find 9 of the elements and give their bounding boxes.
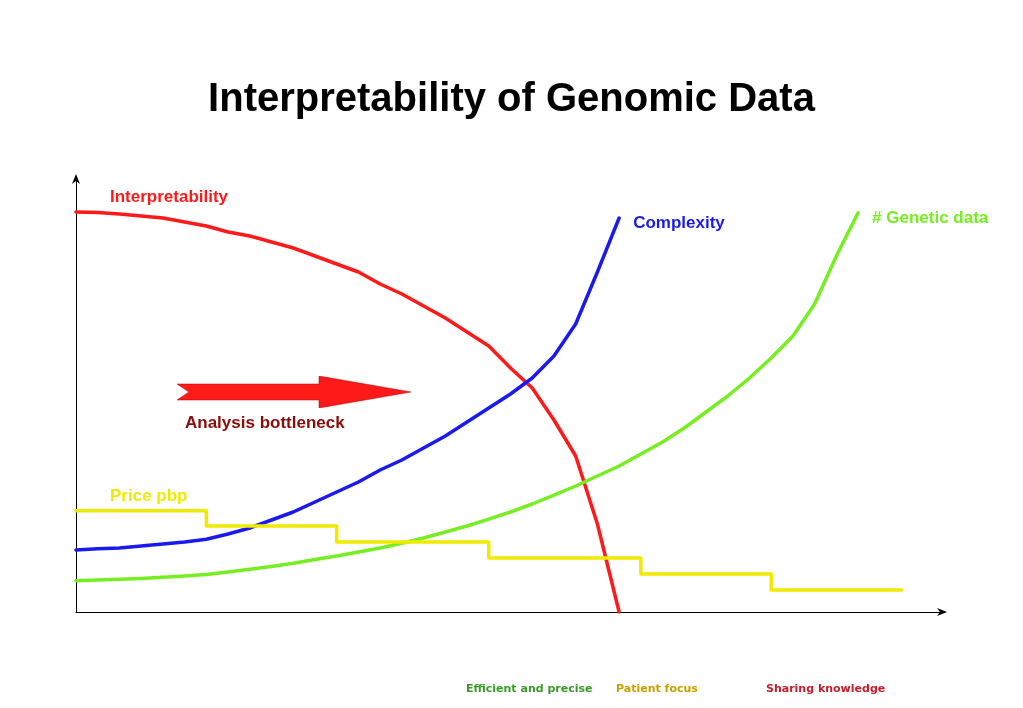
chart-title: Interpretability of Genomic Data [208,75,816,119]
text: Patient focus [616,682,699,695]
annotation: Analysis bottleneck [185,413,346,432]
series-label: Interpretability [110,187,229,206]
text: Efficient and precise [466,682,593,695]
series-label: # Genetic data [872,207,989,227]
text: Sharing knowledge [766,682,886,695]
series-label: Complexity [633,213,726,232]
series-label: Price pbp [110,485,188,505]
